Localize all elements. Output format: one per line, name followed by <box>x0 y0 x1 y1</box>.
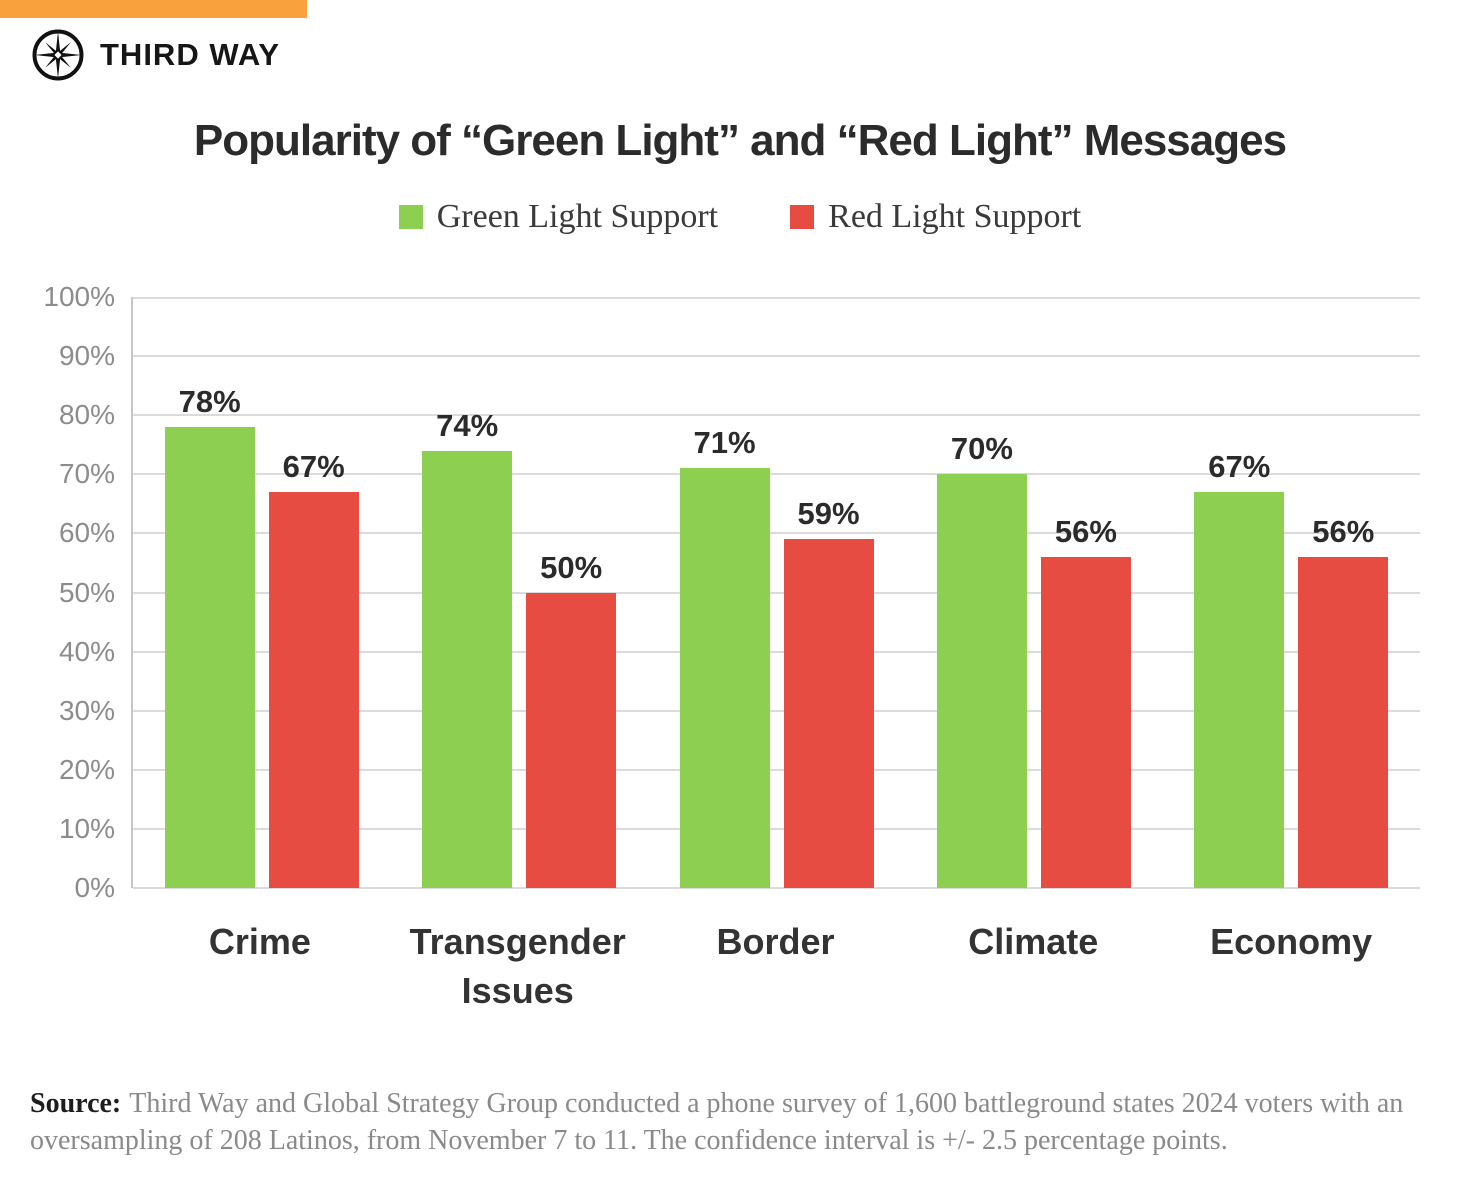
grid-line <box>133 887 1420 889</box>
y-axis: 0% 10% 20% 30% 40% 50% 60% 70% 80% 90% 100% <box>0 281 131 903</box>
bar-value-label: 50% <box>540 549 603 585</box>
bar-red-light-support: 56% <box>1298 514 1389 888</box>
y-axis-tick-label: 30% <box>58 694 115 726</box>
y-axis-tick-label: 20% <box>58 753 115 785</box>
bar-group: 71% 59% <box>648 297 905 888</box>
bar-red-light-support: 67% <box>268 449 359 888</box>
category-label: Economy <box>1210 921 1373 962</box>
grid-line <box>133 591 1420 594</box>
bar-red-light-support: 56% <box>1040 514 1131 888</box>
legend-label: Red Light Support <box>828 198 1082 235</box>
bar-group: 70% 56% <box>905 297 1162 888</box>
grid-line <box>133 414 1420 417</box>
bar-value-label: 59% <box>797 496 860 532</box>
grid-line <box>133 709 1420 712</box>
bar-value-label: 56% <box>1054 514 1117 550</box>
category-label: Border <box>716 921 835 962</box>
bar-value-label: 67% <box>1208 449 1271 485</box>
compass-star-icon <box>32 29 84 81</box>
category-label: Climate <box>968 921 1099 962</box>
bar-value-label: 67% <box>282 449 345 485</box>
bar-value-label: 78% <box>178 384 241 420</box>
source-note: Source: Third Way and Global Strategy Gro… <box>30 1086 1425 1160</box>
legend-item: Green Light Support <box>398 198 719 236</box>
brand-header: THIRD WAY <box>30 27 280 83</box>
y-axis-tick-label: 100% <box>43 281 115 312</box>
bar-red-light-support: 59% <box>783 496 874 888</box>
bar-red-light-support: 50% <box>526 550 617 888</box>
legend-item: Red Light Support <box>790 198 1081 236</box>
bar-green-light-support: 71% <box>679 425 770 888</box>
source-label: Source: <box>30 1088 122 1119</box>
bar-value-label: 70% <box>950 431 1013 467</box>
y-axis-tick-label: 60% <box>58 517 115 549</box>
bar-group: 74% 50% <box>390 297 647 888</box>
legend-swatch <box>790 205 815 229</box>
plot-area: 78% 67% 74% 50% 71% 59% 70% 56% 67% 56% <box>131 297 1420 889</box>
grid-line <box>133 355 1420 358</box>
y-axis-tick-label: 10% <box>58 812 115 844</box>
bar-green-light-support: 78% <box>164 384 255 888</box>
bar-groups: 78% 67% 74% 50% 71% 59% 70% 56% 67% 56% <box>133 297 1420 888</box>
bar-green-light-support: 70% <box>936 431 1027 888</box>
grid-line <box>133 532 1420 535</box>
y-axis-tick-label: 80% <box>58 399 115 431</box>
y-axis-tick-label: 40% <box>58 635 115 667</box>
grid-line <box>133 473 1420 476</box>
grid-line <box>133 650 1420 653</box>
category-label: Crime <box>208 921 311 962</box>
category-label: Transgender Issues <box>409 921 626 1011</box>
grid-line <box>133 827 1420 830</box>
y-axis-tick-label: 0% <box>74 872 115 903</box>
bar-value-label: 74% <box>436 407 499 443</box>
chart: 0% 10% 20% 30% 40% 50% 60% 70% 80% 90% 100% 78% 67%… <box>0 281 1420 903</box>
chart-title: Popularity of “Green Light” and “Red Lig… <box>193 116 1287 165</box>
y-axis-tick-label: 50% <box>58 576 115 608</box>
bar-group: 67% 56% <box>1163 297 1420 888</box>
grid-line <box>133 297 1420 299</box>
category-labels: Crime Transgender Issues Border Climate Econ… <box>131 918 1420 1015</box>
brand-name: THIRD WAY <box>100 37 281 72</box>
y-axis-tick-label: 70% <box>58 458 115 490</box>
bar-value-label: 71% <box>693 425 756 461</box>
bar-green-light-support: 67% <box>1194 449 1285 888</box>
legend: Green Light Support Red Light Support <box>0 198 1480 236</box>
bar-green-light-support: 74% <box>422 408 513 888</box>
bar-group: 78% 67% <box>133 297 390 888</box>
y-axis-tick-label: 90% <box>58 340 115 372</box>
brand-accent-bar <box>0 0 307 18</box>
grid-line <box>133 768 1420 771</box>
legend-label: Green Light Support <box>436 198 719 235</box>
legend-swatch <box>398 205 423 229</box>
bar-value-label: 56% <box>1312 514 1375 550</box>
source-text: Third Way and Global Strategy Group cond… <box>30 1088 1404 1156</box>
